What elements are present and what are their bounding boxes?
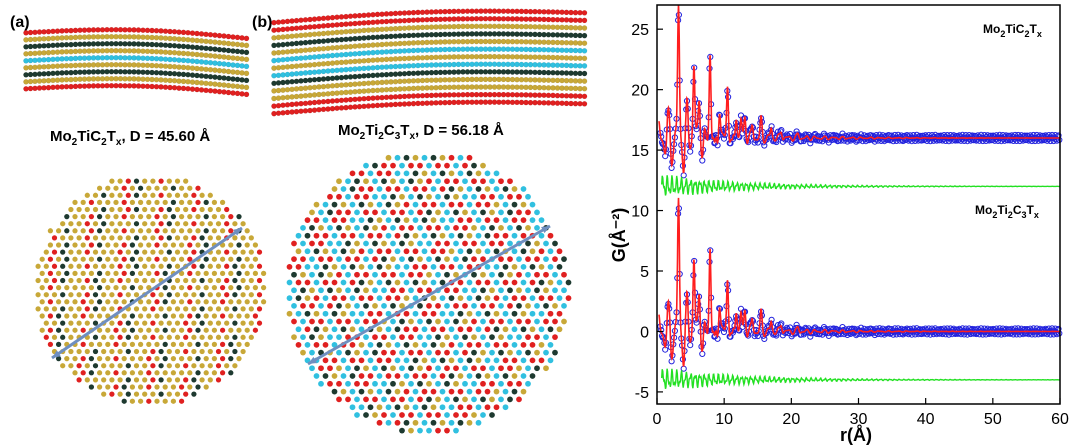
mxene-slab-a [23,26,250,98]
observed-point [803,325,810,332]
y-tick-label: -5 [635,385,649,402]
diameter-arrow [307,224,551,366]
diameter-arrow [51,226,243,360]
observed-series-1 [657,205,1063,372]
nanoflake-disc-b [286,154,572,434]
caption-b: Mo2Ti2C3Tx, D = 56.18 Å [338,122,504,142]
panel-a-label: (a) [10,14,30,31]
observed-point [699,350,706,357]
observed-point [811,132,818,139]
observed-point [687,342,694,349]
y-tick-label: 20 [631,83,649,100]
x-axis-title: r(Å) [840,425,872,445]
mxene-slab-b [271,8,588,117]
series-label-bottom: Mo2Ti2C3Tx [975,203,1039,220]
y-tick-label: 10 [631,204,649,221]
difference-line-1 [661,368,1061,389]
y-tick-label: 0 [640,324,649,341]
x-tick-label: 30 [850,411,868,428]
x-tick-label: 40 [917,411,935,428]
nanoflake-disc-a [35,178,267,404]
observed-point [811,325,818,332]
x-tick-label: 20 [782,411,800,428]
fit-line-1 [658,197,1060,367]
caption-a: Mo2TiC2Tx, D = 45.60 Å [50,128,211,148]
panel-b-label: (b) [252,14,273,31]
y-tick-label: 15 [631,143,649,160]
fit-line-0 [658,4,1060,174]
x-tick-label: 50 [984,411,1002,428]
difference-line-0 [661,175,1060,196]
atom-layers [23,26,250,98]
x-tick-label: 0 [653,411,662,428]
y-axis-title: G(Å⁻²) [609,208,629,262]
observed-point [687,148,694,155]
y-tick-label: 5 [640,264,649,281]
y-tick-label: 25 [631,22,649,39]
observed-point [699,157,706,164]
atom-layers [271,8,588,117]
observed-point [803,132,810,139]
observed-point [824,136,832,143]
x-tick-label: 60 [1051,411,1069,428]
x-tick-label: 10 [715,411,733,428]
series-label-top: Mo2TiC2Tx [983,22,1042,39]
